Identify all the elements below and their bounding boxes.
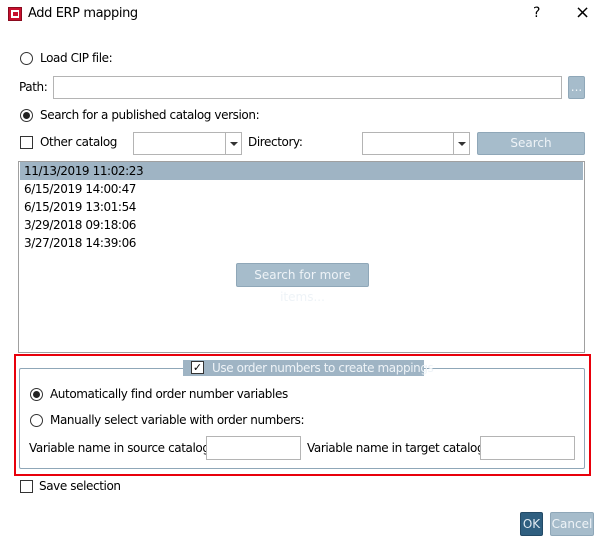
source-variable-label: Variable name in source catalog:	[29, 441, 214, 455]
auto-find-radio[interactable]	[30, 388, 43, 401]
help-button[interactable]: ?	[533, 5, 541, 21]
load-cip-radio[interactable]	[20, 52, 33, 65]
list-item[interactable]: 3/29/2018 09:18:06	[24, 218, 137, 232]
browse-button[interactable]: ...	[568, 76, 585, 99]
cancel-button[interactable]: Cancel	[550, 512, 594, 536]
directory-combo[interactable]	[362, 132, 470, 155]
close-button[interactable]: ×	[575, 2, 590, 23]
save-selection-checkbox[interactable]	[20, 480, 33, 493]
manual-select-radio[interactable]	[30, 414, 43, 427]
search-more-items-button[interactable]: Search for more items...	[236, 263, 369, 304]
search-published-label: Search for a published catalog version:	[40, 108, 260, 122]
app-icon	[8, 7, 22, 21]
list-item[interactable]: 3/27/2018 14:39:06	[24, 236, 137, 250]
highlight-box	[14, 354, 591, 476]
other-catalog-label: Other catalog	[40, 135, 117, 149]
directory-label: Directory:	[248, 135, 303, 149]
window-title: Add ERP mapping	[28, 6, 138, 21]
list-item[interactable]: 11/13/2019 11:02:23	[20, 162, 583, 180]
search-published-radio[interactable]	[20, 109, 33, 122]
version-list[interactable]: 11/13/2019 11:02:23 6/15/2019 14:00:47 6…	[18, 161, 585, 353]
order-numbers-header[interactable]: ✓ Use order numbers to create mappings	[183, 360, 434, 376]
other-catalog-checkbox[interactable]	[20, 136, 33, 149]
search-button[interactable]: Search	[477, 132, 585, 155]
list-item[interactable]: 6/15/2019 13:01:54	[24, 200, 137, 214]
chevron-down-icon[interactable]	[225, 133, 241, 154]
target-variable-input[interactable]	[480, 436, 575, 460]
ok-button[interactable]: OK	[520, 512, 543, 536]
auto-find-label: Automatically find order number variable…	[50, 387, 288, 401]
use-order-numbers-checkbox[interactable]: ✓	[191, 361, 204, 374]
source-variable-input[interactable]	[206, 436, 301, 460]
chevron-down-icon[interactable]	[453, 133, 469, 154]
target-variable-label: Variable name in target catalog:	[307, 441, 488, 455]
other-catalog-combo[interactable]	[133, 132, 242, 155]
path-input[interactable]	[53, 76, 562, 99]
load-cip-label: Load CIP file:	[40, 51, 113, 65]
path-label: Path:	[19, 80, 48, 94]
save-selection-label: Save selection	[39, 479, 121, 493]
manual-select-label: Manually select variable with order numb…	[50, 413, 305, 427]
use-order-numbers-label: Use order numbers to create mappings	[212, 361, 434, 375]
list-item[interactable]: 6/15/2019 14:00:47	[24, 182, 137, 196]
